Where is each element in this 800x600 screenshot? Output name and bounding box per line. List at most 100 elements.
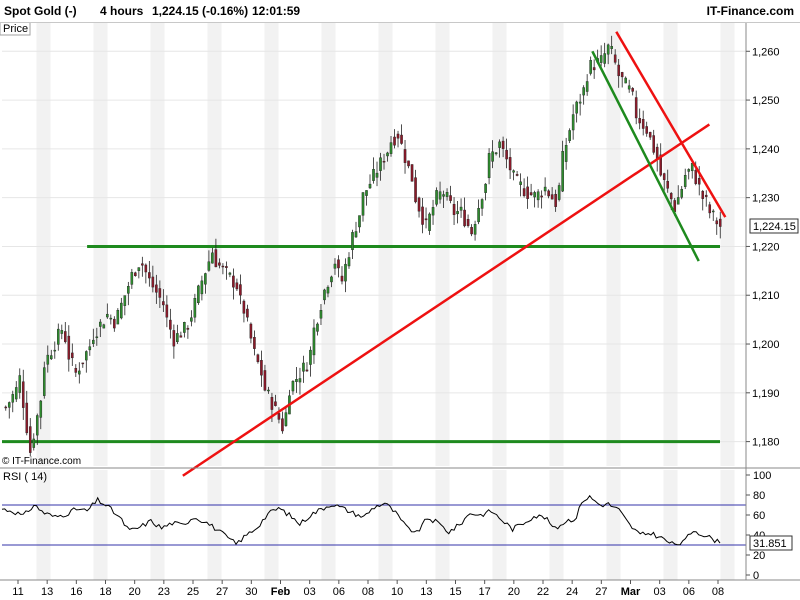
candle-body [298, 378, 302, 383]
last-quote: 1,224.15 (-0.16%) [152, 4, 249, 18]
rising-trend [182, 123, 711, 477]
price-tick-label: 1,230 [752, 193, 780, 205]
candle-body [78, 370, 81, 375]
candle-body [375, 172, 379, 178]
candle-body [613, 54, 617, 63]
candle-body [148, 272, 151, 279]
candle-body [60, 330, 64, 334]
candle-body [711, 210, 715, 213]
date-tick-label: 18 [99, 586, 111, 598]
candle-body [512, 170, 515, 173]
candle-body [592, 67, 596, 71]
candle-body [494, 152, 498, 155]
candle-body [589, 60, 592, 74]
rsi-area [0, 467, 800, 546]
candle-body [137, 267, 141, 271]
candle-body [183, 322, 186, 333]
candle-body [99, 321, 102, 327]
candle-body [25, 402, 29, 434]
candle-body [403, 149, 407, 163]
candle-body [438, 191, 442, 200]
rsi-current-box [749, 535, 793, 551]
candle-body [347, 257, 351, 267]
price-stripe [93, 22, 108, 466]
candle-body [540, 195, 543, 198]
candle-body [291, 380, 295, 392]
candle-body [28, 426, 32, 453]
candle-body [683, 175, 687, 187]
candle-body [14, 387, 18, 400]
candle-body [431, 207, 435, 216]
candle-body [515, 174, 519, 176]
candle-body [536, 191, 540, 201]
candle-body [260, 360, 263, 376]
candle-body [302, 362, 305, 372]
price-stripe [207, 22, 222, 466]
rsi-stripe [36, 470, 51, 580]
candle-body [701, 191, 705, 199]
candle-body [529, 192, 533, 196]
rsi-stripe [606, 470, 621, 580]
candle-body [445, 192, 449, 197]
rsi-stripe [720, 470, 735, 580]
candle-body [92, 339, 95, 344]
candle-body [638, 118, 641, 124]
price-stripe [606, 22, 621, 466]
candle-body [165, 304, 169, 318]
candle-body [64, 331, 67, 343]
candle-body [109, 317, 113, 320]
candle-body [200, 280, 204, 295]
falling-resistance-red [615, 31, 727, 218]
candle-body [473, 224, 477, 235]
candle-body [435, 190, 438, 205]
candle-body [641, 119, 645, 129]
candle-body [151, 276, 155, 288]
date-tick-label: 27 [595, 586, 607, 598]
candle-body [414, 177, 417, 203]
last-price-box [749, 218, 799, 234]
date-tick-label: 08 [362, 586, 374, 598]
candle-body [127, 286, 130, 294]
brand-logo: IT-Finance.com [706, 4, 794, 18]
candle-body [134, 272, 137, 277]
candle-body [379, 157, 382, 171]
price-stripe [720, 22, 735, 466]
candle-body [277, 413, 281, 420]
last-price-label: 1,224.15 [753, 221, 796, 233]
candle-body [501, 140, 505, 149]
price-tick-label: 1,220 [752, 241, 780, 253]
candle-body [323, 289, 326, 301]
rsi-stripe [264, 470, 279, 580]
candle-body [102, 324, 106, 329]
rsi-stripe [150, 470, 165, 580]
candle-body [484, 183, 487, 193]
candle-body [697, 177, 701, 185]
quote-time: 12:01:59 [252, 4, 301, 18]
candle-body [424, 218, 428, 221]
axes: 1,180 1,190 1,200 1,210 1,220 1,230 1,240 1,250… [0, 22, 800, 598]
candle-body [386, 152, 389, 157]
date-tick-label: 17 [479, 586, 491, 598]
candle-body [179, 335, 183, 338]
candle-body [162, 301, 165, 306]
candle-body [655, 146, 659, 160]
candle-body [694, 170, 698, 184]
date-tick-label: Mar [621, 586, 641, 598]
candles [4, 35, 722, 457]
candle-body [256, 354, 260, 363]
candle-body [123, 295, 127, 306]
candle-body [95, 336, 99, 339]
candle-body [372, 169, 375, 181]
candle-body [169, 319, 172, 330]
candle-body [270, 397, 274, 410]
candle-body [561, 151, 564, 192]
watermark: © IT-Finance.com [2, 456, 81, 467]
candle-body [463, 209, 466, 227]
date-tick-label: 20 [508, 586, 520, 598]
candle-body [239, 284, 242, 296]
candle-body [480, 199, 484, 209]
candle-body [267, 389, 270, 392]
candle-body [547, 190, 550, 197]
candle-body [452, 203, 456, 215]
rsi-stripe [663, 470, 678, 580]
